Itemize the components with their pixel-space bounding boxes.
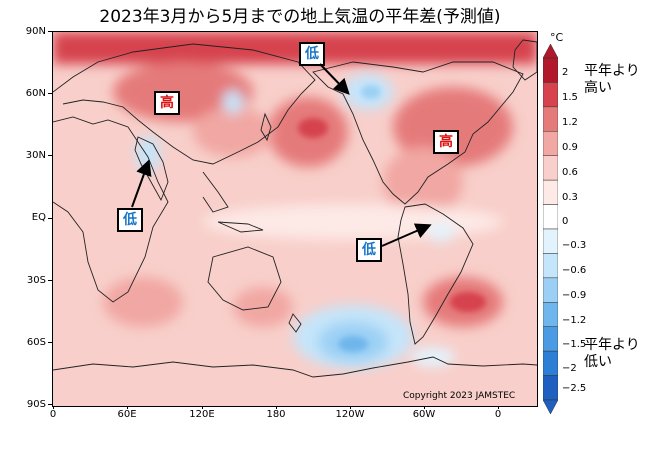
low-tag-india: 低 [117, 208, 143, 232]
colorbar-tick-minus-2-5: −2.5 [562, 383, 587, 394]
lon-label-120e: 120E [189, 409, 215, 420]
colorbar-segment [543, 277, 558, 303]
lat-label-90s: 90S [26, 399, 46, 410]
map-title: 2023年3月から5月までの地上気温の平年差(予測値) [99, 7, 501, 27]
colorbar-segment [543, 375, 558, 401]
colorbar-tick-0-6: 0.6 [562, 167, 578, 178]
lat-label-eq: EQ [31, 212, 46, 223]
colorbar-tick-0: 0 [562, 216, 569, 227]
colorbar-tick-minus-0-9: −0.9 [562, 290, 587, 301]
lon-label-180: 180 [266, 409, 286, 420]
lat-tick [48, 155, 52, 156]
colorbar-segment [543, 57, 558, 83]
colorbar-tick-0-9: 0.9 [562, 142, 578, 153]
lat-tick [48, 93, 52, 94]
legend-unit: °C [550, 31, 564, 44]
lon-label-0: 0 [49, 409, 57, 420]
high-tag-north-atlantic: 高 [433, 130, 459, 154]
colorbar-segment [543, 253, 558, 279]
lat-label-30n: 30N [25, 150, 46, 161]
colorbar-segment [543, 106, 558, 132]
lat-label-90n: 90N [25, 26, 46, 37]
low-tag-amazon: 低 [356, 238, 382, 262]
lat-tick [48, 218, 52, 219]
lat-label-60s: 60S [26, 337, 46, 348]
lon-label-120w: 120W [335, 409, 365, 420]
lon-tick [276, 405, 277, 409]
colorbar [543, 44, 558, 414]
lat-tick [48, 280, 52, 281]
coastlines [53, 39, 537, 378]
legend-note-above-normal: 平年より 高い [584, 63, 640, 96]
colorbar-arrow-bottom [543, 399, 558, 414]
colorbar-segment [543, 326, 558, 352]
colorbar-tick-minus-0-3: −0.3 [562, 240, 587, 251]
colorbar-arrow-top [543, 44, 558, 59]
colorbar-tick-2: 2 [562, 67, 569, 78]
lat-label-30s: 30S [26, 275, 46, 286]
lat-label-60n: 60N [25, 88, 46, 99]
lon-label-60e: 60E [117, 409, 137, 420]
lon-tick [202, 405, 203, 409]
lat-tick [48, 31, 52, 32]
colorbar-segment [543, 155, 558, 181]
colorbar-tick-0-3: 0.3 [562, 192, 578, 203]
lat-tick [48, 404, 52, 405]
colorbar-tick-1-5: 1.5 [562, 92, 578, 103]
lon-tick [127, 405, 128, 409]
colorbar-segment [543, 302, 558, 327]
colorbar-tick-minus-1-5: −1.5 [562, 339, 587, 350]
colorbar-segment [543, 179, 558, 205]
colorbar-segment [543, 82, 558, 108]
lon-tick [350, 405, 351, 409]
colorbar-segment [543, 350, 558, 376]
colorbar-segment [543, 204, 558, 230]
legend-note-below-normal: 平年より 低い [584, 337, 640, 370]
high-tag-siberia: 高 [154, 91, 180, 115]
colorbar-tick-minus-2: −2 [562, 363, 577, 374]
colorbar-tick-1-2: 1.2 [562, 117, 578, 128]
lon-tick [53, 405, 54, 409]
strong-anomaly-cores [298, 85, 486, 352]
colorbar-tick-minus-0-6: −0.6 [562, 265, 587, 276]
lon-tick [498, 405, 499, 409]
copyright-text: Copyright 2023 JAMSTEC [403, 391, 516, 401]
colorbar-tick-minus-1-2: −1.2 [562, 315, 587, 326]
low-tag-alaska: 低 [299, 42, 325, 66]
lon-label-60w: 60W [412, 409, 436, 420]
lon-label-0-east: 0 [494, 409, 502, 420]
colorbar-segment [543, 228, 558, 254]
lat-tick [48, 342, 52, 343]
lon-tick [424, 405, 425, 409]
colorbar-segment [543, 131, 558, 156]
